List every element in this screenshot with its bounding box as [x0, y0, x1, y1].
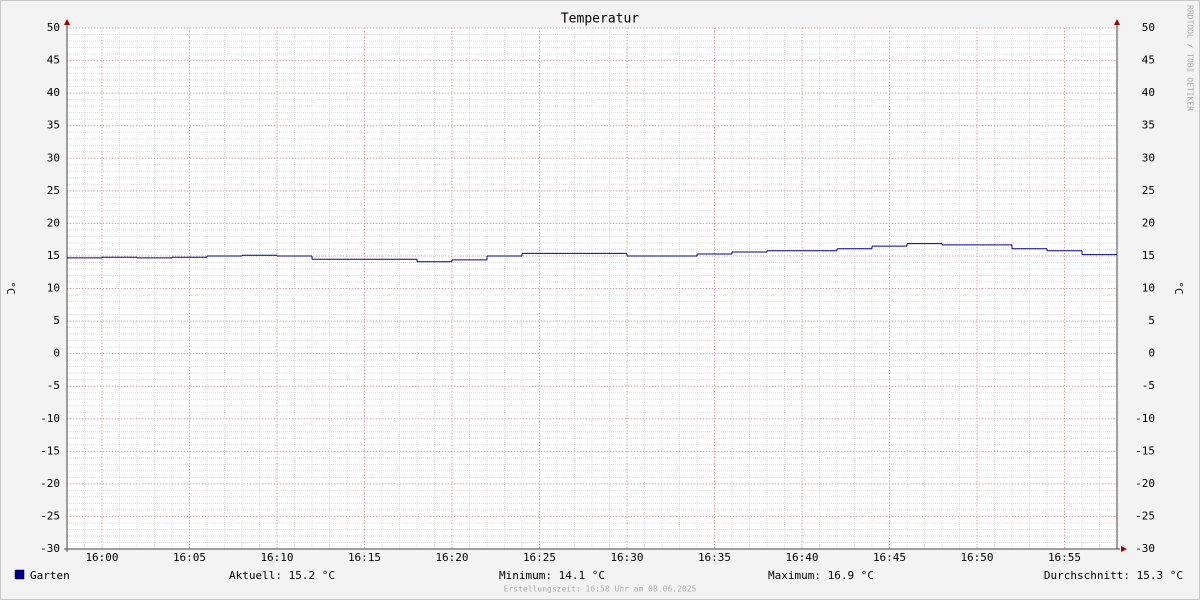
x-tick-label: 16:50	[960, 551, 993, 564]
y2-axis-label: °C	[1172, 281, 1185, 294]
legend-stat: Minimum: 14.1 °C	[499, 569, 605, 582]
y2-tick-label: -25	[1135, 509, 1155, 522]
y-tick-label: 50	[47, 21, 60, 34]
y2-tick-label: 40	[1142, 86, 1155, 99]
y-tick-label: 20	[47, 216, 60, 229]
y-tick-label: -10	[40, 412, 60, 425]
y2-tick-label: -5	[1142, 379, 1155, 392]
y-tick-label: 30	[47, 151, 60, 164]
y2-tick-label: -10	[1135, 412, 1155, 425]
y2-tick-label: -30	[1135, 542, 1155, 555]
y2-tick-label: 0	[1148, 347, 1155, 360]
y-tick-label: 35	[47, 119, 60, 132]
y-axis-label: °C	[4, 281, 17, 294]
x-tick-label: 16:00	[85, 551, 118, 564]
footer: Erstellungszeit: 16:58 Uhr am 08.06.2025	[504, 585, 697, 594]
x-tick-label: 16:25	[523, 551, 556, 564]
y2-tick-label: 35	[1142, 119, 1155, 132]
x-tick-label: 16:10	[260, 551, 293, 564]
grid	[66, 27, 1118, 550]
watermark: RRDTOOL / TOBI OETIKER	[1186, 5, 1195, 111]
x-tick-label: 16:15	[348, 551, 381, 564]
y2-tick-label: -20	[1135, 477, 1155, 490]
axis-arrow	[1114, 19, 1120, 25]
y-tick-label: 25	[47, 184, 60, 197]
y2-tick-label: -15	[1135, 444, 1155, 457]
y2-tick-label: 10	[1142, 282, 1155, 295]
x-tick-label: 16:40	[785, 551, 818, 564]
y2-tick-label: 25	[1142, 184, 1155, 197]
x-tick-label: 16:05	[173, 551, 206, 564]
legend-stat: Durchschnitt: 15.3 °C	[1044, 569, 1183, 582]
x-tick-label: 16:35	[698, 551, 731, 564]
y-tick-label: -5	[47, 379, 60, 392]
legend-stat: Aktuell: 15.2 °C	[229, 569, 335, 582]
axis-arrow	[64, 19, 70, 25]
y2-tick-label: 50	[1142, 21, 1155, 34]
y-tick-label: -30	[40, 542, 60, 555]
y-tick-label: 10	[47, 282, 60, 295]
y-tick-label: -20	[40, 477, 60, 490]
axis-arrow	[1121, 546, 1127, 552]
y-tick-label: 5	[53, 314, 60, 327]
y-tick-label: 40	[47, 86, 60, 99]
y-tick-label: 0	[53, 347, 60, 360]
y2-tick-label: 5	[1148, 314, 1155, 327]
legend-swatch	[14, 569, 25, 580]
x-tick-label: 16:45	[873, 551, 906, 564]
y-tick-label: -15	[40, 444, 60, 457]
y-tick-label: 15	[47, 249, 60, 262]
y-tick-label: 45	[47, 54, 60, 67]
chart-title: Temperatur	[561, 12, 639, 27]
legend-stat: Maximum: 16.9 °C	[768, 569, 874, 582]
x-tick-label: 16:30	[610, 551, 643, 564]
legend-label: Garten	[30, 569, 70, 582]
x-tick-label: 16:20	[435, 551, 468, 564]
y2-tick-label: 15	[1142, 249, 1155, 262]
y2-tick-label: 30	[1142, 151, 1155, 164]
y2-tick-label: 45	[1142, 54, 1155, 67]
y-tick-label: -25	[40, 509, 60, 522]
y2-tick-label: 20	[1142, 216, 1155, 229]
x-tick-label: 16:55	[1048, 551, 1081, 564]
